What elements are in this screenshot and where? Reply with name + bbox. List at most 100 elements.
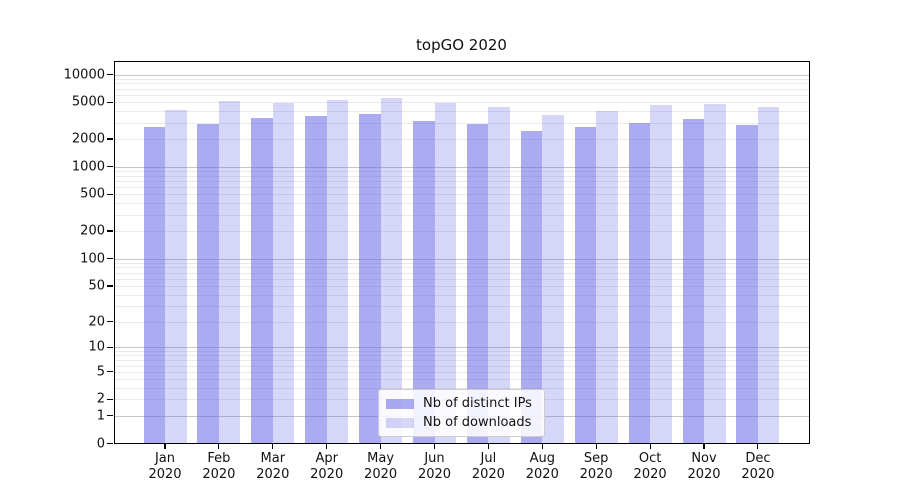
- x-tick-aug: [541, 443, 543, 449]
- y-tick-label-5: 5: [96, 364, 105, 380]
- y-tick-500: [107, 193, 113, 196]
- gridline-minor-9000: [113, 78, 810, 80]
- gridline-minor-7: [113, 360, 810, 362]
- x-tick-jan: [164, 443, 166, 449]
- gridline-minor-800: [113, 175, 810, 177]
- x-tick-label-oct: Oct 2020: [618, 451, 682, 483]
- legend-swatch-distinct-ips: [386, 398, 414, 409]
- gridline-minor-8000: [113, 83, 810, 85]
- y-tick-1: [107, 415, 113, 417]
- legend-swatch-downloads: [386, 417, 414, 428]
- y-tick-label-50: 50: [88, 278, 105, 294]
- x-tick-month: Dec: [745, 450, 771, 466]
- bar-distinct-ips-dec: [736, 124, 758, 444]
- gridline-minor-60: [113, 278, 810, 280]
- bar-downloads-sep: [596, 110, 618, 444]
- x-tick-year: 2020: [148, 466, 182, 482]
- y-tick-label-10: 10: [88, 339, 105, 355]
- x-tick-label-may: May 2020: [349, 451, 413, 483]
- gridline-minor-4: [113, 379, 810, 381]
- x-tick-year: 2020: [202, 466, 236, 482]
- x-tick-month: Feb: [207, 450, 231, 466]
- x-tick-year: 2020: [364, 466, 398, 482]
- bar-downloads-jan: [165, 110, 187, 444]
- y-tick-20: [107, 320, 113, 323]
- gridline-minor-2000: [113, 138, 810, 140]
- x-tick-label-nov: Nov 2020: [672, 451, 736, 483]
- x-tick-month: Apr: [315, 450, 338, 466]
- gridline-minor-400: [113, 203, 810, 205]
- y-tick-1000: [107, 166, 113, 168]
- y-tick-2: [107, 398, 113, 401]
- gridline-minor-90: [113, 262, 810, 264]
- bar-distinct-ips-jan: [143, 126, 165, 444]
- y-tick-label-500: 500: [80, 186, 105, 202]
- y-tick-0: [107, 442, 113, 445]
- x-tick-label-feb: Feb 2020: [187, 451, 251, 483]
- y-tick-10: [107, 346, 113, 349]
- y-tick-label-1000: 1000: [71, 159, 105, 175]
- x-tick-label-jun: Jun 2020: [403, 451, 467, 483]
- y-tick-label-5000: 5000: [71, 94, 105, 110]
- x-tick-year: 2020: [471, 466, 505, 482]
- x-tick-year: 2020: [633, 466, 667, 482]
- x-tick-month: Nov: [691, 450, 717, 466]
- x-tick-year: 2020: [256, 466, 290, 482]
- gridline-minor-50: [113, 285, 810, 287]
- bar-downloads-oct: [650, 105, 672, 444]
- gridline-minor-700: [113, 180, 810, 182]
- x-tick-apr: [326, 443, 328, 449]
- legend-label-downloads: Nb of downloads: [423, 415, 532, 430]
- bar-downloads-feb: [218, 101, 241, 444]
- bar-downloads-jul: [488, 107, 510, 444]
- x-tick-month: Jul: [480, 450, 497, 466]
- gridline-major-10: [113, 347, 810, 349]
- chart-title: topGO 2020: [416, 36, 507, 54]
- x-tick-mar: [272, 443, 274, 449]
- x-tick-dec: [757, 443, 759, 449]
- gridline-minor-6000: [113, 94, 810, 96]
- bar-downloads-aug: [542, 114, 564, 444]
- x-tick-month: May: [367, 450, 395, 466]
- x-tick-feb: [218, 443, 220, 449]
- x-tick-year: 2020: [310, 466, 344, 482]
- x-tick-month: Oct: [638, 450, 662, 466]
- gridline-minor-5000: [113, 102, 810, 104]
- x-tick-label-sep: Sep 2020: [564, 451, 628, 483]
- bar-distinct-ips-oct: [628, 123, 651, 444]
- bar-distinct-ips-nov: [682, 119, 704, 444]
- gridline-minor-30: [113, 305, 810, 307]
- gridline-minor-300: [113, 214, 810, 216]
- x-tick-label-jan: Jan 2020: [133, 451, 197, 483]
- x-tick-oct: [649, 443, 651, 449]
- x-tick-year: 2020: [417, 466, 452, 482]
- gridline-minor-4000: [113, 111, 810, 113]
- bar-downloads-mar: [272, 102, 295, 444]
- bar-distinct-ips-jun: [413, 120, 435, 444]
- y-tick-50: [107, 285, 113, 287]
- x-tick-label-jul: Jul 2020: [456, 451, 520, 483]
- y-tick-label-2000: 2000: [71, 131, 105, 147]
- gridline-minor-5: [113, 371, 810, 373]
- gridline-minor-70: [113, 272, 810, 274]
- legend-label-distinct-ips: Nb of distinct IPs: [423, 396, 532, 411]
- bar-distinct-ips-jul: [466, 124, 489, 444]
- y-tick-label-10000: 10000: [63, 67, 105, 82]
- gridline-minor-8: [113, 355, 810, 357]
- gridline-minor-200: [113, 231, 810, 233]
- x-tick-year: 2020: [525, 466, 559, 482]
- gridline-minor-6: [113, 365, 810, 367]
- gridline-minor-600: [113, 187, 810, 189]
- x-tick-jul: [487, 443, 489, 449]
- y-tick-label-1: 1: [96, 408, 105, 424]
- bar-distinct-ips-feb: [197, 124, 219, 444]
- legend-item-distinct-ips: Nb of distinct IPs: [386, 396, 544, 411]
- x-tick-month: Sep: [583, 450, 609, 466]
- gridline-minor-500: [113, 194, 810, 196]
- y-tick-label-2: 2: [96, 391, 105, 407]
- x-tick-jun: [433, 443, 436, 449]
- y-tick-200: [107, 230, 113, 232]
- bar-distinct-ips-sep: [574, 126, 597, 444]
- y-tick-label-0: 0: [96, 436, 105, 451]
